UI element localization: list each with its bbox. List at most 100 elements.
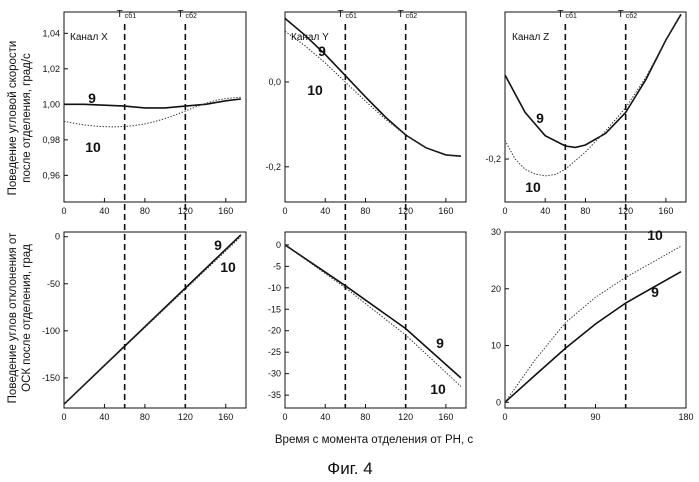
y-tick-label: 0,98 <box>42 135 60 145</box>
panel-5: 0 40 80 120 160 -35 -30 -25 -20 -15 -10 -5 0 9 10 <box>268 231 467 422</box>
y-tick-label: -10 <box>268 283 281 293</box>
x-tick-label: 0 <box>502 206 507 216</box>
panel-6: 0 90 180 0 10 20 30 9 10 <box>491 227 694 422</box>
y-tick-label: 10 <box>491 341 501 351</box>
panel-3: 0 40 80 120 160 -0,2 9 10 Канал Z <box>485 11 687 216</box>
series-line-9 <box>284 17 462 157</box>
marker-label-sub: сб2 <box>626 12 638 20</box>
y-tick-label: 1,00 <box>42 99 60 109</box>
series-label-9: 9 <box>88 90 96 106</box>
y-tick-label: 0,96 <box>42 170 60 180</box>
marker-label-sub: сб1 <box>125 12 137 20</box>
x-tick-label: 0 <box>61 206 66 216</box>
x-tick-label: 90 <box>590 412 600 422</box>
x-tick-label: 0 <box>282 206 287 216</box>
x-tick-label: 0 <box>502 412 507 422</box>
x-tick-label: 80 <box>140 412 150 422</box>
y-tick-label: -30 <box>268 369 281 379</box>
plot-frame <box>284 231 467 409</box>
series-line-9 <box>63 234 242 405</box>
y-tick-label: -150 <box>42 373 60 383</box>
x-tick-label: 40 <box>320 412 330 422</box>
x-tick-label: 40 <box>320 206 330 216</box>
y-tick-label: 1,02 <box>42 64 60 74</box>
y-tick-label: -100 <box>42 326 60 336</box>
marker-label-sub: сб1 <box>565 12 577 20</box>
x-tick-label: 120 <box>178 206 193 216</box>
y-tick-label: 0 <box>55 232 60 242</box>
series-label-10: 10 <box>647 227 663 243</box>
x-tick-label: 120 <box>178 412 193 422</box>
x-tick-label: 160 <box>658 206 673 216</box>
channel-label: Канал Z <box>512 32 549 43</box>
plot-frame <box>284 11 467 203</box>
series-line-10 <box>63 96 241 128</box>
panel-2: 0 40 80 120 160 -0,2 0,0 9 10 Канал Y <box>265 11 467 216</box>
x-tick-label: 0 <box>282 412 287 422</box>
series-line-9 <box>64 98 241 109</box>
y-tick-label: 1,04 <box>42 28 60 38</box>
x-tick-label: 160 <box>438 412 453 422</box>
x-tick-label: 40 <box>540 206 550 216</box>
x-tick-label: 160 <box>218 206 233 216</box>
series-label-10: 10 <box>307 82 323 98</box>
shared-labels: Поведение угловой скорости после отделен… <box>7 41 473 478</box>
y-tick-label: -15 <box>268 304 281 314</box>
panel-1: 0 40 80 120 160 0,96 0,98 1,00 1,02 1,04 9 10 Канал … <box>42 11 247 216</box>
y-tick-label: -0,2 <box>265 162 281 172</box>
marker-label-sub: сб2 <box>185 12 197 20</box>
plot-frame <box>63 11 247 203</box>
x-tick-label: 160 <box>438 206 453 216</box>
marker-label-main: T <box>618 9 624 20</box>
y-axis-label-top-line1: Поведение угловой скорости <box>7 41 19 196</box>
marker-label-sub: сб2 <box>406 12 418 20</box>
marker-label-main: T <box>557 9 563 20</box>
y-axis-label-bottom-line2: ОСК после отделения, град <box>21 244 33 392</box>
x-tick-label: 120 <box>398 206 413 216</box>
x-tick-label: 80 <box>140 206 150 216</box>
x-tick-label: 40 <box>99 206 109 216</box>
marker-label-main: T <box>337 9 343 20</box>
channel-label: Канал X <box>70 32 108 43</box>
panels-group: 0 40 80 120 160 0,96 0,98 1,00 1,02 1,04 9 10 Канал … <box>42 9 694 422</box>
y-tick-label: 30 <box>491 227 501 237</box>
marker-label-main: T <box>117 9 123 20</box>
series-label-9: 9 <box>214 237 222 253</box>
y-tick-label: 0 <box>276 240 281 250</box>
plot-frame <box>63 231 247 409</box>
series-line-9 <box>504 271 682 403</box>
x-tick-label: 0 <box>61 412 66 422</box>
marker-label-main: T <box>177 9 183 20</box>
series-label-9: 9 <box>536 110 544 126</box>
series-label-10: 10 <box>525 179 541 195</box>
plot-frame <box>504 11 687 203</box>
series-label-10: 10 <box>220 259 236 275</box>
y-tick-label: -0,2 <box>485 154 501 164</box>
y-axis-label-top-line2: после отделения, град/с <box>21 53 33 183</box>
x-tick-label: 120 <box>398 412 413 422</box>
series-label-9: 9 <box>318 43 326 59</box>
x-tick-label: 180 <box>678 412 693 422</box>
series-line-10 <box>504 245 682 403</box>
y-tick-label: 0,0 <box>268 77 281 87</box>
x-tick-label: 80 <box>580 206 590 216</box>
series-label-10: 10 <box>85 139 101 155</box>
series-label-10: 10 <box>430 381 446 397</box>
x-tick-label: 160 <box>218 412 233 422</box>
series-label-9: 9 <box>651 284 659 300</box>
series-line-9 <box>284 244 462 379</box>
x-tick-label: 120 <box>618 206 633 216</box>
marker-label-main: T <box>398 9 404 20</box>
x-tick-label: 80 <box>360 412 370 422</box>
x-axis-label: Время с момента отделения от РН, с <box>275 434 473 446</box>
x-tick-label: 80 <box>360 206 370 216</box>
y-tick-label: -20 <box>268 326 281 336</box>
y-tick-label: -5 <box>273 261 281 271</box>
